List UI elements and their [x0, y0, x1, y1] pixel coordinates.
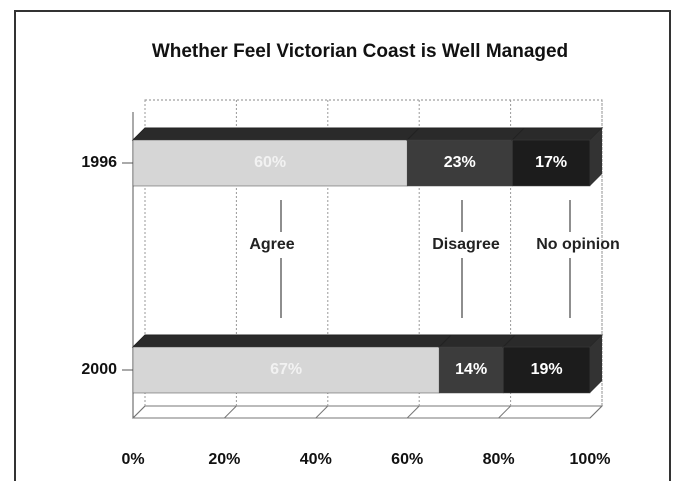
bar-top	[405, 127, 526, 141]
bar-side	[590, 335, 602, 393]
x-tick	[132, 405, 146, 419]
bar-top	[131, 127, 421, 141]
y-tick-label: 1996	[81, 154, 117, 171]
value-label: 14%	[455, 361, 487, 378]
x-tick-label: 100%	[570, 451, 611, 468]
bar	[132, 346, 440, 394]
x-tick-label: 20%	[208, 451, 240, 468]
value-label: 19%	[531, 361, 563, 378]
x-tick-label: 80%	[483, 451, 515, 468]
bar	[132, 139, 408, 187]
arrows	[280, 200, 571, 318]
bar-top	[511, 127, 604, 141]
value-label: 60%	[254, 154, 286, 171]
floor	[131, 405, 604, 419]
legend-label: Agree	[249, 236, 294, 253]
y-tick-label: 2000	[81, 361, 117, 378]
legend-label: No opinion	[536, 236, 620, 253]
bar-side	[590, 128, 602, 186]
x-tick	[315, 405, 329, 419]
legend-label: Disagree	[432, 236, 500, 253]
value-label: 23%	[444, 154, 476, 171]
bar	[438, 346, 504, 394]
x-tick	[224, 405, 237, 419]
bar	[406, 139, 513, 187]
bar-top	[437, 334, 517, 348]
value-label: 67%	[270, 361, 302, 378]
x-tick-label: 0%	[121, 451, 144, 468]
bar-top	[501, 334, 604, 348]
bar	[502, 346, 591, 394]
bar-top	[131, 334, 453, 348]
x-tick	[498, 405, 511, 419]
frame	[14, 10, 671, 481]
x-tick-label: 60%	[391, 451, 423, 468]
x-tick-label: 40%	[300, 451, 332, 468]
value-label: 17%	[535, 154, 567, 171]
x-tick	[406, 405, 420, 419]
chart-title: Whether Feel Victorian Coast is Well Man…	[152, 41, 568, 62]
x-tick	[589, 405, 603, 419]
bar	[512, 139, 591, 187]
